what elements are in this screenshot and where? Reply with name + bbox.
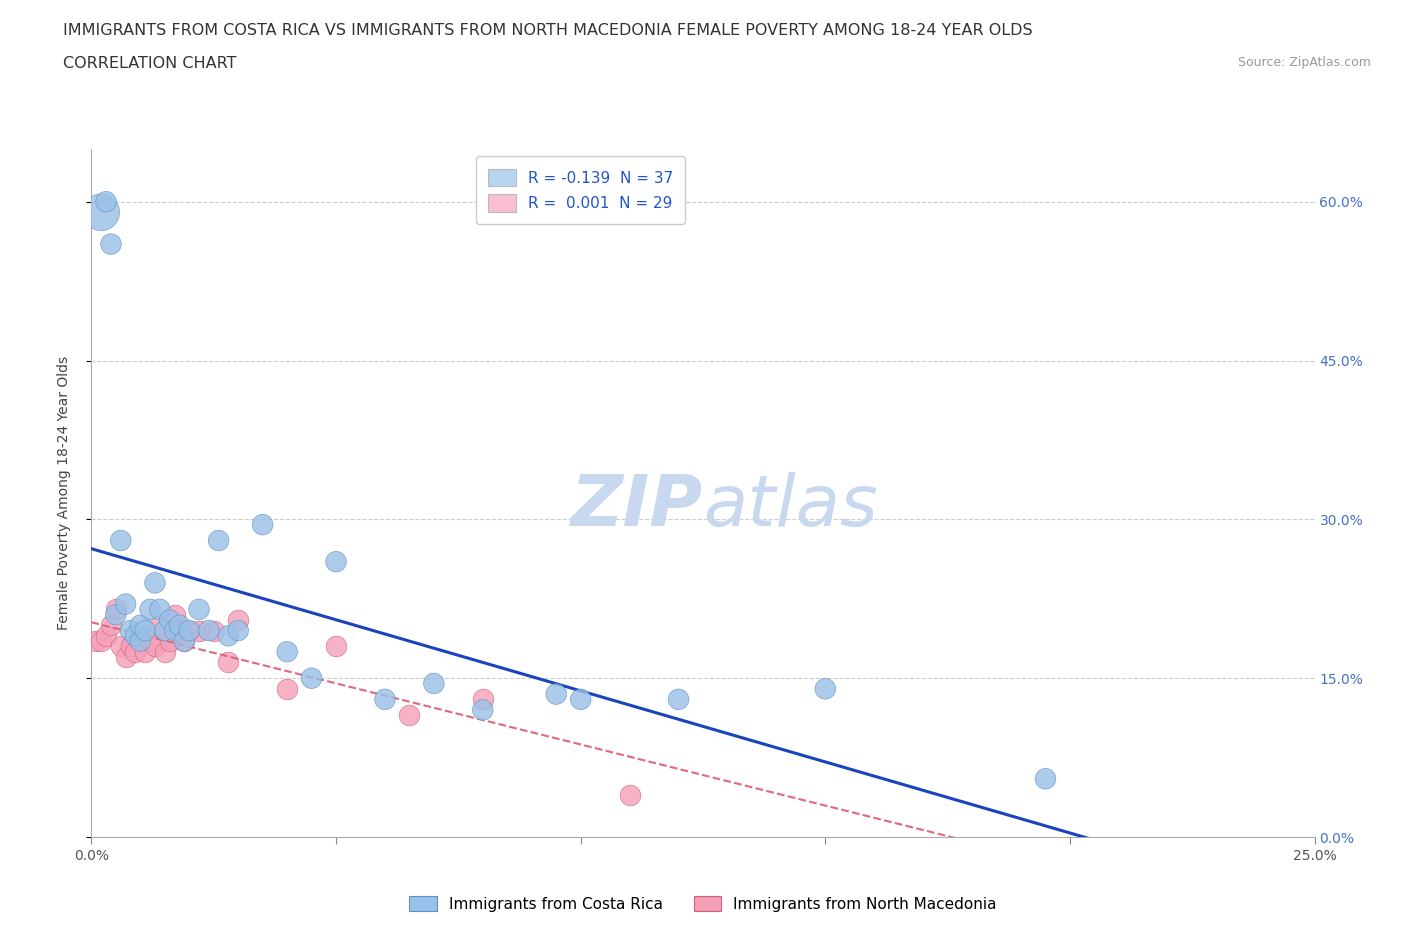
Point xyxy=(134,623,156,638)
Point xyxy=(139,633,162,648)
Legend: R = -0.139  N = 37, R =  0.001  N = 29: R = -0.139 N = 37, R = 0.001 N = 29 xyxy=(477,156,685,224)
Point xyxy=(325,639,347,654)
Point xyxy=(217,655,239,670)
Point xyxy=(179,623,201,638)
Point xyxy=(814,682,837,697)
Point xyxy=(423,676,446,691)
Point xyxy=(134,644,156,659)
Point xyxy=(374,692,396,707)
Text: ZIP: ZIP xyxy=(571,472,703,541)
Point xyxy=(173,633,195,648)
Point xyxy=(100,618,122,632)
Point xyxy=(325,554,347,569)
Point xyxy=(104,602,127,617)
Point xyxy=(619,787,641,802)
Point xyxy=(163,607,186,622)
Point xyxy=(90,205,112,219)
Point xyxy=(471,692,494,707)
Point xyxy=(114,649,136,664)
Point xyxy=(153,623,176,638)
Point xyxy=(202,623,225,638)
Point xyxy=(90,633,112,648)
Y-axis label: Female Poverty Among 18-24 Year Olds: Female Poverty Among 18-24 Year Olds xyxy=(56,356,70,630)
Text: atlas: atlas xyxy=(703,472,877,541)
Point xyxy=(104,607,127,622)
Point xyxy=(276,682,298,697)
Legend: Immigrants from Costa Rica, Immigrants from North Macedonia: Immigrants from Costa Rica, Immigrants f… xyxy=(404,889,1002,918)
Point xyxy=(124,644,146,659)
Point xyxy=(153,644,176,659)
Point xyxy=(84,633,107,648)
Point xyxy=(179,623,201,638)
Point xyxy=(94,194,117,209)
Point xyxy=(143,639,166,654)
Point xyxy=(226,623,249,638)
Point xyxy=(198,623,221,638)
Point xyxy=(149,602,172,617)
Point xyxy=(226,613,249,628)
Point xyxy=(169,618,191,632)
Point xyxy=(471,702,494,717)
Point xyxy=(276,644,298,659)
Point xyxy=(129,618,152,632)
Point xyxy=(668,692,690,707)
Point xyxy=(129,633,152,648)
Point xyxy=(124,629,146,644)
Point xyxy=(169,623,191,638)
Point xyxy=(1035,771,1057,786)
Point xyxy=(110,639,132,654)
Point xyxy=(110,533,132,548)
Point xyxy=(159,613,181,628)
Point xyxy=(159,633,181,648)
Point xyxy=(252,517,274,532)
Text: Source: ZipAtlas.com: Source: ZipAtlas.com xyxy=(1237,56,1371,69)
Point xyxy=(546,686,568,701)
Point xyxy=(114,597,136,612)
Point xyxy=(94,629,117,644)
Point xyxy=(120,639,142,654)
Point xyxy=(188,623,211,638)
Point xyxy=(163,623,186,638)
Point xyxy=(398,708,420,723)
Text: CORRELATION CHART: CORRELATION CHART xyxy=(63,56,236,71)
Point xyxy=(207,533,229,548)
Point xyxy=(129,629,152,644)
Point xyxy=(100,236,122,251)
Point xyxy=(173,633,195,648)
Point xyxy=(569,692,592,707)
Point xyxy=(301,671,323,685)
Point xyxy=(217,629,239,644)
Point xyxy=(139,602,162,617)
Text: IMMIGRANTS FROM COSTA RICA VS IMMIGRANTS FROM NORTH MACEDONIA FEMALE POVERTY AMO: IMMIGRANTS FROM COSTA RICA VS IMMIGRANTS… xyxy=(63,23,1033,38)
Point xyxy=(149,618,172,632)
Point xyxy=(188,602,211,617)
Point xyxy=(120,623,142,638)
Point xyxy=(143,576,166,591)
